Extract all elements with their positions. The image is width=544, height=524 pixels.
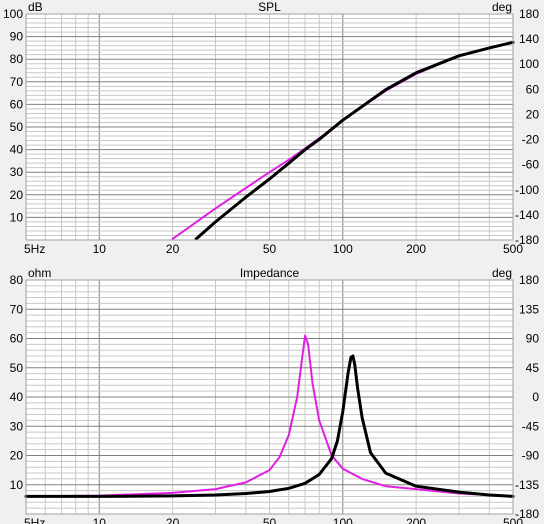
impedance-left-tick-label: 20 bbox=[10, 449, 24, 463]
spl-left-tick-label: 20 bbox=[10, 188, 24, 202]
impedance-x-tick-label: 10 bbox=[93, 516, 107, 524]
impedance-x-tick-label: 200 bbox=[406, 516, 426, 524]
impedance-right-tick-label: 45 bbox=[526, 361, 540, 375]
impedance-right-tick-label: -45 bbox=[522, 419, 540, 433]
spl-x-tick-label: 20 bbox=[166, 242, 180, 256]
impedance-left-tick-label: 50 bbox=[10, 361, 24, 375]
impedance-chart-title: Impedance bbox=[240, 266, 300, 280]
spl-right-tick-label: -20 bbox=[522, 133, 540, 147]
spl-right-axis-labels: 180 140 100 60 20 -20 -60 -100 -140 -180 bbox=[515, 7, 539, 247]
impedance-right-tick-label: -135 bbox=[515, 478, 539, 492]
impedance-chart: 80 70 60 50 40 30 20 10 180 135 90 45 0 -45 -90 -135 -1… bbox=[10, 266, 540, 524]
impedance-left-tick-label: 40 bbox=[10, 390, 24, 404]
spl-right-tick-label: 100 bbox=[519, 57, 539, 71]
spl-right-tick-label: 20 bbox=[526, 107, 540, 121]
spl-series bbox=[171, 40, 515, 241]
spl-left-tick-label: 40 bbox=[10, 143, 24, 157]
spl-right-tick-label: -60 bbox=[522, 158, 540, 172]
spl-right-tick-label: -180 bbox=[515, 233, 539, 247]
spl-right-tick-label: 60 bbox=[526, 82, 540, 96]
impedance-right-axis-labels: 180 135 90 45 0 -45 -90 -135 -180 bbox=[515, 273, 539, 521]
impedance-x-tick-label: 500 bbox=[503, 516, 523, 524]
spl-left-tick-label: 90 bbox=[10, 30, 24, 44]
spl-left-tick-label: 100 bbox=[3, 7, 23, 21]
spl-left-tick-label: 60 bbox=[10, 97, 24, 111]
impedance-right-tick-label: 180 bbox=[519, 273, 539, 287]
impedance-series bbox=[24, 334, 515, 498]
impedance-left-unit-label: ohm bbox=[28, 266, 51, 280]
spl-x-tick-label: 10 bbox=[93, 242, 107, 256]
impedance-series-line-black bbox=[24, 354, 515, 498]
impedance-left-tick-label: 30 bbox=[10, 419, 24, 433]
impedance-right-tick-label: 90 bbox=[526, 332, 540, 346]
spl-right-tick-label: 140 bbox=[519, 32, 539, 46]
spl-left-tick-label: 30 bbox=[10, 165, 24, 179]
impedance-left-tick-label: 80 bbox=[10, 273, 24, 287]
impedance-x-tick-label: 100 bbox=[333, 516, 353, 524]
impedance-x-axis-labels: 5Hz 10 20 50 100 200 500 bbox=[24, 516, 523, 524]
spl-right-unit-label: deg bbox=[492, 0, 512, 14]
impedance-x-tick-label: 20 bbox=[166, 516, 180, 524]
impedance-series-line-magenta bbox=[25, 334, 514, 498]
spl-grid bbox=[25, 13, 514, 241]
impedance-right-tick-label: 135 bbox=[519, 302, 539, 316]
impedance-x-tick-label: 5Hz bbox=[24, 516, 45, 524]
impedance-right-tick-label: -180 bbox=[515, 507, 539, 521]
spl-right-tick-label: -140 bbox=[515, 208, 539, 222]
spl-right-tick-label: -100 bbox=[515, 183, 539, 197]
spl-left-unit-label: dB bbox=[28, 0, 43, 14]
spl-x-tick-label: 100 bbox=[333, 242, 353, 256]
spl-left-tick-label: 50 bbox=[10, 120, 24, 134]
impedance-right-tick-label: 0 bbox=[532, 390, 539, 404]
spl-left-tick-label: 10 bbox=[10, 210, 24, 224]
spl-left-tick-label: 70 bbox=[10, 75, 24, 89]
impedance-left-tick-label: 70 bbox=[10, 302, 24, 316]
spl-plot-frame bbox=[25, 13, 514, 241]
impedance-x-tick-label: 50 bbox=[263, 516, 277, 524]
spl-series-line-black bbox=[194, 40, 515, 241]
spl-chart-title: SPL bbox=[258, 0, 281, 14]
spl-right-tick-label: 180 bbox=[519, 7, 539, 21]
impedance-right-tick-label: -90 bbox=[522, 449, 540, 463]
spl-left-axis-labels: 100 90 80 70 60 50 40 30 20 10 bbox=[3, 7, 23, 224]
impedance-right-unit-label: deg bbox=[492, 266, 512, 280]
impedance-plot-frame bbox=[25, 279, 514, 515]
spl-x-tick-label: 200 bbox=[406, 242, 426, 256]
spl-x-tick-label: 5Hz bbox=[24, 242, 45, 256]
spl-chart: 100 90 80 70 60 50 40 30 20 10 180 140 100 60 20 -20 -6… bbox=[3, 0, 539, 256]
spl-left-tick-label: 80 bbox=[10, 52, 24, 66]
impedance-left-tick-label: 10 bbox=[10, 478, 24, 492]
spl-x-tick-label: 500 bbox=[503, 242, 523, 256]
impedance-left-tick-label: 60 bbox=[10, 332, 24, 346]
spl-x-axis-labels: 5Hz 10 20 50 100 200 500 bbox=[24, 242, 523, 256]
impedance-grid bbox=[25, 279, 514, 515]
impedance-left-axis-labels: 80 70 60 50 40 30 20 10 bbox=[10, 273, 24, 492]
spl-x-tick-label: 50 bbox=[263, 242, 277, 256]
